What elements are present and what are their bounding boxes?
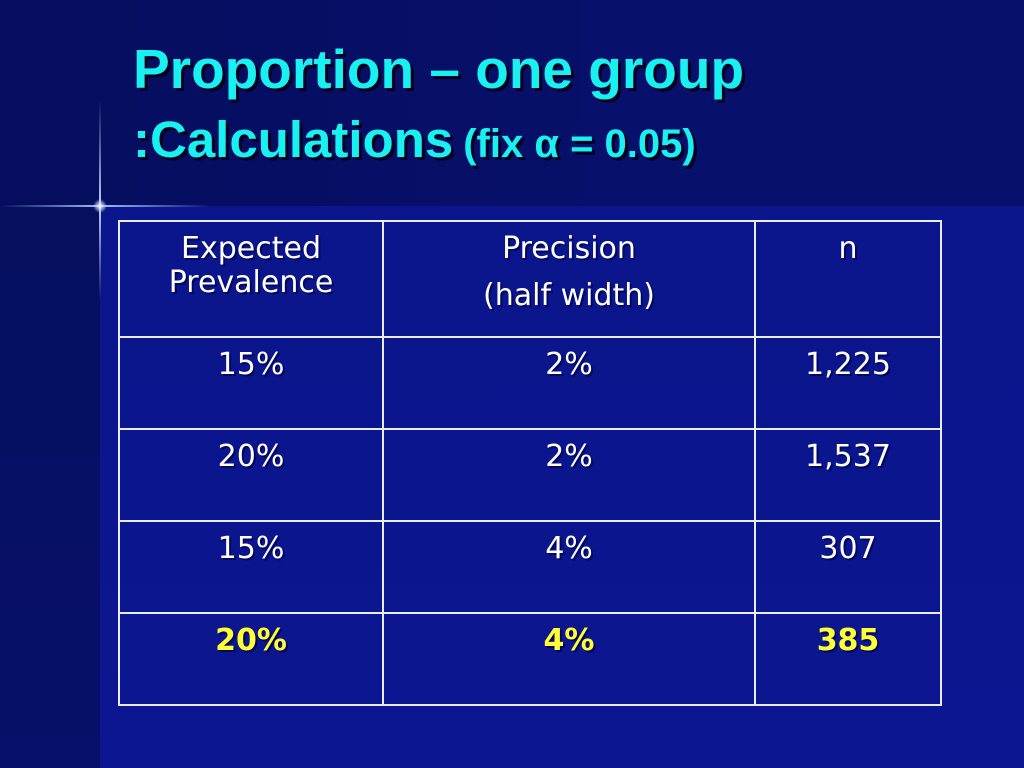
sample-size-table-container: Expected Prevalence Precision (half widt…	[118, 220, 942, 706]
alpha-symbol: α	[534, 122, 559, 166]
cell-prevalence: 15%	[118, 520, 384, 614]
slide-title: Proportion – one group :Calculations (fix…	[133, 38, 993, 166]
cell-prevalence: 20%	[118, 428, 384, 522]
cell-prevalence: 20%	[118, 612, 384, 706]
table-row-highlighted: 20% 4% 385	[118, 612, 942, 706]
cell-n: 1,537	[754, 428, 942, 522]
title-line-2: :Calculations (fix α = 0.05)	[133, 114, 993, 165]
sparkle-icon	[93, 199, 107, 213]
sample-size-table: Expected Prevalence Precision (half widt…	[118, 220, 942, 706]
cell-precision: 4%	[382, 520, 756, 614]
cell-precision: 4%	[382, 612, 756, 706]
title-alpha-value: = 0.05)	[558, 122, 696, 166]
cell-n: 307	[754, 520, 942, 614]
cell-prevalence: 15%	[118, 336, 384, 430]
header-precision-label: Precision	[502, 231, 636, 266]
header-expected-prevalence: Expected Prevalence	[118, 220, 384, 338]
table-row: 15% 4% 307	[118, 520, 942, 614]
table-row: 20% 2% 1,537	[118, 428, 942, 522]
cell-precision: 2%	[382, 428, 756, 522]
title-fix-text: (fix	[463, 122, 535, 166]
header-n: n	[754, 220, 942, 338]
cell-n: 385	[754, 612, 942, 706]
header-precision-subtitle: (half width)	[483, 277, 655, 313]
title-alpha-note: (fix α = 0.05)	[463, 122, 695, 166]
table-row: 15% 2% 1,225	[118, 336, 942, 430]
cell-precision: 2%	[382, 336, 756, 430]
table-header-row: Expected Prevalence Precision (half widt…	[118, 220, 942, 338]
title-line-1: Proportion – one group	[133, 38, 745, 100]
header-precision: Precision (half width)	[382, 220, 756, 338]
left-band	[0, 206, 100, 768]
title-band	[0, 0, 1024, 206]
title-calculations: :Calculations	[133, 111, 454, 168]
cell-n: 1,225	[754, 336, 942, 430]
